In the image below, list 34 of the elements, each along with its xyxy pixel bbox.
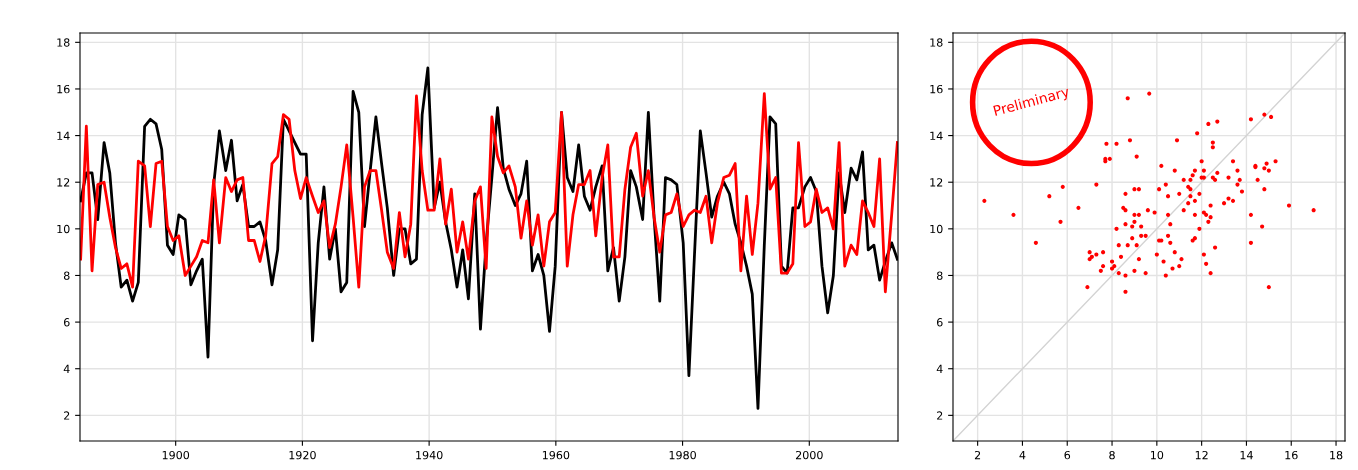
x-tick-label: 2 xyxy=(974,450,981,460)
y-tick-label: 10 xyxy=(930,224,943,234)
x-tick-label: 2000 xyxy=(795,450,823,460)
x-tick-label: 14 xyxy=(1240,451,1253,460)
y-tick-label: 18 xyxy=(57,38,70,47)
line-series xyxy=(80,92,898,294)
x-tick-label: 4 xyxy=(1019,451,1026,460)
x-tick-label: 1960 xyxy=(542,450,570,460)
x-tick-label: 16 xyxy=(1285,450,1298,460)
x-tick-label: 12 xyxy=(1195,450,1208,460)
y-tick-label: 18 xyxy=(930,38,943,47)
y-tick-label: 16 xyxy=(930,84,943,94)
y-tick-label: 16 xyxy=(57,84,70,94)
y-tick-label: 12 xyxy=(930,178,943,187)
y-tick-label: 14 xyxy=(930,131,943,140)
y-tick-label: 4 xyxy=(63,364,70,373)
x-tick-label: 6 xyxy=(1064,450,1071,460)
y-tick-label: 2 xyxy=(937,411,943,420)
y-tick-label: 6 xyxy=(936,318,943,327)
x-tick-label: 8 xyxy=(1109,450,1115,460)
x-tick-label: 1940 xyxy=(416,450,443,460)
y-tick-label: 10 xyxy=(57,224,70,234)
x-tick-label: 1980 xyxy=(669,450,696,460)
y-tick-label: 12 xyxy=(57,178,70,187)
x-tick-label: 10 xyxy=(1150,450,1164,460)
y-tick-label: 14 xyxy=(57,131,70,140)
y-tick-label: 4 xyxy=(936,364,943,373)
y-tick-label: 8 xyxy=(936,271,943,280)
x-tick-label: 1920 xyxy=(289,450,316,460)
x-tick-label: 1900 xyxy=(162,450,190,460)
y-tick-label: 8 xyxy=(63,271,70,280)
y-tick-label: 2 xyxy=(64,411,70,420)
x-tick-label: 18 xyxy=(1330,450,1343,460)
y-tick-label: 6 xyxy=(63,318,70,327)
